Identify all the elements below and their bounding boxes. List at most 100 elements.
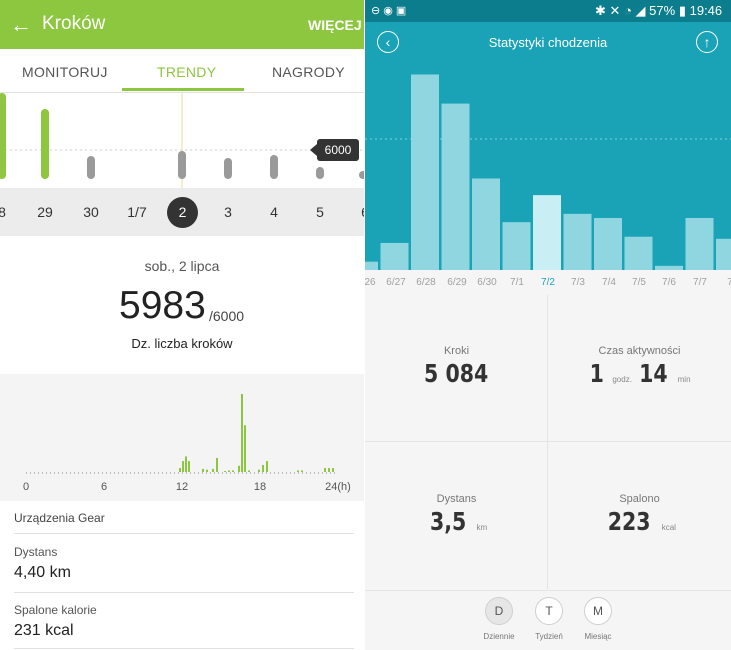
chart-x-axis: 26 6/27 6/28 6/29 6/30 7/1 7/2 7/3 7/4 7… [365,270,731,294]
active-hours-unit: godz. [612,375,632,384]
trend-bar [359,171,364,179]
notification-icons: ⊖ ◉ ▣ [371,5,407,17]
status-bar: ⊖ ◉ ▣ ✱ ✕ ◔ ◢ 57% ▮ 19:46 [365,0,731,22]
chart-bar[interactable] [655,265,683,270]
more-button[interactable]: WIĘCEJ [308,17,362,33]
step-count-label: Dz. liczba kroków [131,336,233,351]
x-axis-label: 7/7 [693,277,707,288]
period-weekly-label: Tydzień [535,632,563,641]
chart-bar[interactable] [624,236,653,270]
chart-bar[interactable] [502,222,531,270]
trend-bar [224,158,232,179]
tab-trendy[interactable]: TRENDY [157,64,217,80]
x-axis-label: 6/27 [386,277,406,288]
steps-label: Kroki [443,345,470,357]
stats-grid [365,294,731,590]
chart-bar-selected[interactable] [533,195,561,270]
page-title: Statystyki chodzenia [488,35,608,50]
bluetooth-icon: ✱ [595,3,606,18]
x-axis-label-selected[interactable]: 7/2 [541,277,555,288]
goal-badge [317,139,359,161]
date-item[interactable]: 8 [0,204,6,220]
hourly-bar [206,469,208,472]
active-tab-indicator [122,88,244,91]
daily-steps-chart-svg [365,74,731,270]
chart-bar[interactable] [563,213,592,270]
divider [14,533,354,534]
hourly-bar [244,425,246,472]
hourly-bar [212,468,214,472]
battery-icon: ▮ [678,3,686,18]
hourly-bar [262,464,264,472]
hourly-tick: 24(h) [325,481,351,493]
period-daily-button[interactable]: D [485,597,513,625]
active-time-stat: 1 godz. 14 min [548,359,731,388]
date-item[interactable]: 6 [350,204,364,220]
trend-chart[interactable]: 6000 [0,93,364,188]
active-minutes-unit: min [677,375,691,384]
distance-label: Dystans [436,493,477,505]
step-goal: /6000 [209,308,245,324]
date-item[interactable]: 1/7 [127,204,147,220]
back-arrow-icon[interactable]: ← [10,12,32,37]
chart-bar[interactable] [441,103,470,270]
distance-label: Dystans [14,545,58,559]
divider [14,592,354,593]
selected-date[interactable]: 2 [178,204,187,220]
signal-icon: ◢ [635,3,646,18]
date-item[interactable]: 30 [83,204,99,220]
divider [365,590,731,591]
hourly-bar [297,470,299,472]
hourly-bar [248,470,250,472]
status-right: ✱ ✕ ◔ ◢ 57% ▮ 19:46 [595,3,722,19]
divider [14,648,354,649]
hourly-bar [185,456,187,472]
mute-icon: ✕ [609,3,621,18]
trend-chart-svg: 6000 [0,93,364,188]
hourly-bar [258,469,260,472]
hourly-bar [228,470,230,472]
chart-bar[interactable] [380,242,409,270]
date-item[interactable]: 4 [270,204,278,220]
tab-nagrody[interactable]: NAGRODY [272,64,345,80]
goal-badge-text: 6000 [325,143,352,157]
hourly-bar [266,461,268,472]
hourly-bar [328,468,330,472]
date-item[interactable]: 29 [37,204,53,220]
hourly-tick: 0 [23,481,29,493]
x-axis-label: 7 [727,277,731,288]
chart-bar[interactable] [716,238,731,270]
x-axis-label: 7/1 [510,277,524,288]
app-bar: ← Kroków WIĘCEJ [0,0,364,49]
samsung-health-panel: ← Kroków WIĘCEJ MONITORUJ TRENDY NAGRODY… [0,0,364,650]
period-monthly-button[interactable]: M [584,597,612,625]
back-icon[interactable]: ‹ [377,31,399,53]
header: ‹ Statystyki chodzenia ↑ [365,22,731,62]
hourly-bar [241,394,243,472]
date-item[interactable]: 5 [316,204,324,220]
date-item[interactable]: 3 [224,204,232,220]
hourly-bar [179,468,181,472]
period-monthly-label: Miesiąc [584,632,612,641]
period-weekly-button[interactable]: T [535,597,563,625]
chart-bar[interactable] [365,261,378,270]
divider [365,441,731,442]
chart-bar[interactable] [411,74,439,270]
app-title: Kroków [42,13,106,34]
tab-monitoruj[interactable]: MONITORUJ [22,64,108,80]
hourly-bar [301,470,303,472]
calories-label: Spalone kalorie [14,603,97,617]
chart-bar[interactable] [685,218,714,270]
chart-bar[interactable] [472,178,500,270]
trend-bar [0,93,6,179]
chart-bar[interactable] [594,218,622,270]
x-axis-label: 7/4 [602,277,616,288]
selected-date-marker[interactable] [167,197,198,228]
hourly-bar [332,468,334,472]
x-axis-label: 6/30 [477,277,497,288]
daily-steps-chart[interactable] [365,62,731,270]
share-icon[interactable]: ↑ [696,31,718,53]
burned-value: 223 [607,507,651,536]
x-axis-label: 7/6 [662,277,676,288]
trend-bar [87,156,95,179]
